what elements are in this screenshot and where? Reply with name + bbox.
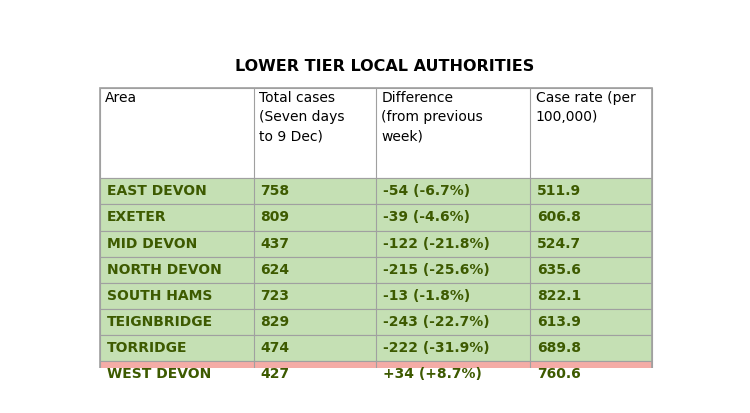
Text: SOUTH HAMS: SOUTH HAMS — [106, 289, 212, 303]
Text: TEIGNBRIDGE: TEIGNBRIDGE — [106, 315, 213, 329]
Bar — [100, 178, 652, 204]
Bar — [100, 282, 652, 309]
Text: 689.8: 689.8 — [537, 341, 580, 355]
Text: 760.6: 760.6 — [537, 367, 580, 381]
Text: 427: 427 — [260, 367, 290, 381]
Bar — [100, 335, 652, 361]
Text: 474: 474 — [260, 341, 290, 355]
Text: -222 (-31.9%): -222 (-31.9%) — [382, 341, 489, 355]
Text: TORRIDGE: TORRIDGE — [106, 341, 187, 355]
Text: -13 (-1.8%): -13 (-1.8%) — [382, 289, 470, 303]
Text: 822.1: 822.1 — [537, 289, 581, 303]
Text: MID DEVON: MID DEVON — [106, 237, 196, 251]
Text: LOWER TIER LOCAL AUTHORITIES: LOWER TIER LOCAL AUTHORITIES — [235, 59, 534, 74]
Text: Difference
(from previous
week): Difference (from previous week) — [382, 91, 483, 144]
Bar — [100, 204, 652, 230]
Text: -215 (-25.6%): -215 (-25.6%) — [382, 263, 490, 277]
Text: 524.7: 524.7 — [537, 237, 580, 251]
Text: +34 (+8.7%): +34 (+8.7%) — [382, 367, 482, 381]
Text: 613.9: 613.9 — [537, 315, 580, 329]
Text: 758: 758 — [260, 184, 290, 198]
Text: -122 (-21.8%): -122 (-21.8%) — [382, 237, 490, 251]
Text: NORTH DEVON: NORTH DEVON — [106, 263, 221, 277]
Text: 809: 809 — [260, 211, 290, 225]
Text: -54 (-6.7%): -54 (-6.7%) — [382, 184, 470, 198]
Text: EXETER: EXETER — [106, 211, 166, 225]
Text: 829: 829 — [260, 315, 290, 329]
Text: Total cases
(Seven days
to 9 Dec): Total cases (Seven days to 9 Dec) — [260, 91, 345, 144]
Bar — [100, 230, 652, 256]
Text: -243 (-22.7%): -243 (-22.7%) — [382, 315, 489, 329]
Bar — [100, 88, 652, 178]
Text: WEST DEVON: WEST DEVON — [106, 367, 211, 381]
Text: 635.6: 635.6 — [537, 263, 580, 277]
Bar — [100, 309, 652, 335]
Text: 437: 437 — [260, 237, 290, 251]
Text: 606.8: 606.8 — [537, 211, 580, 225]
Bar — [100, 256, 652, 282]
Text: Case rate (per
100,000): Case rate (per 100,000) — [536, 91, 635, 124]
Text: Area: Area — [105, 91, 137, 105]
Text: 723: 723 — [260, 289, 290, 303]
Text: 511.9: 511.9 — [537, 184, 580, 198]
Text: EAST DEVON: EAST DEVON — [106, 184, 206, 198]
Text: 624: 624 — [260, 263, 290, 277]
Text: -39 (-4.6%): -39 (-4.6%) — [382, 211, 470, 225]
Bar — [100, 361, 652, 387]
